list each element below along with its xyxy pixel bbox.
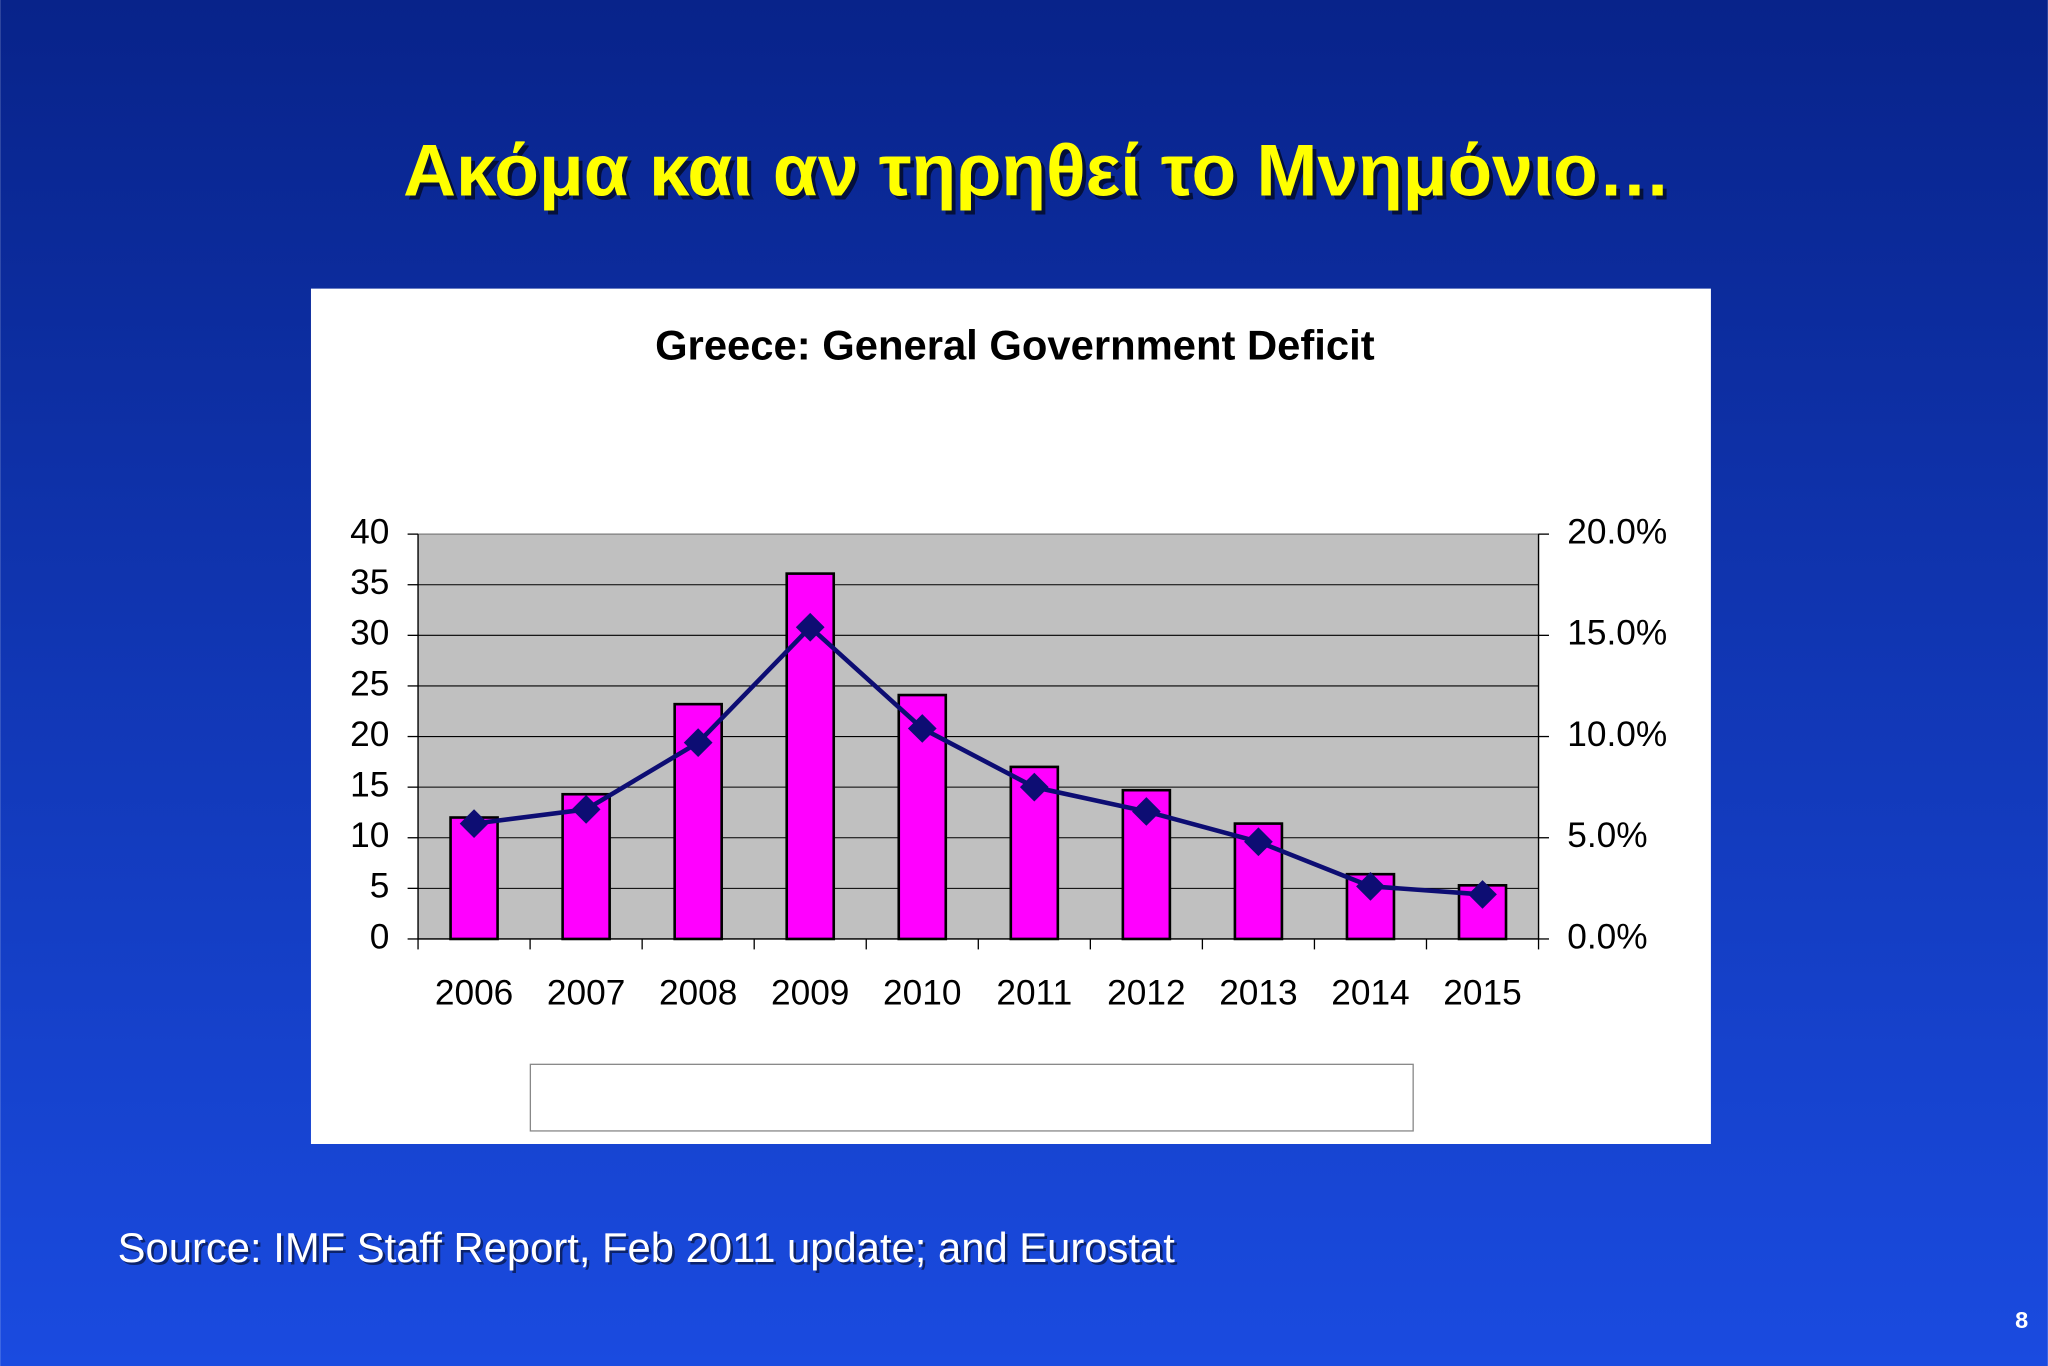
y-tick-label: 30 (350, 614, 389, 653)
x-tick-label: 2008 (659, 973, 737, 1012)
marker (1356, 871, 1385, 901)
slide-title: Ακόμα και αν τηρηθεί το Μνημόνιο… (403, 131, 1671, 212)
marker (1468, 880, 1497, 909)
y-tick-label: 15 (350, 765, 389, 804)
source: Source: IMF Staff Report, Feb 2011 updat… (118, 1224, 1176, 1271)
source-shadow: Source: IMF Staff Report, Feb 2011 updat… (120, 1227, 1178, 1274)
marker (1019, 772, 1049, 802)
y2-tick-label: 20.0% (1567, 512, 1667, 551)
line (473, 624, 1483, 897)
x-tick-label: 2012 (1107, 973, 1185, 1012)
y-tick-label: 20 (350, 715, 389, 754)
x-tick-label: 2015 (1443, 973, 1521, 1012)
x-tick-label: 2007 (547, 973, 625, 1012)
x-tick-label: 2009 (771, 973, 849, 1012)
y-tick-label: 25 (350, 664, 389, 703)
y2-tick-label: 15.0% (1567, 614, 1667, 653)
y-tick-label: 10 (350, 816, 389, 855)
y2-tick-label: 5.0% (1567, 816, 1647, 855)
chart-title: Greece: General Government Deficit (655, 322, 1375, 369)
marker (571, 795, 601, 824)
title-shadow: Ακόμα και αν τηρηθεί το Μνημόνιο… (407, 135, 1675, 216)
marker (795, 612, 825, 642)
y-tick-label: 0 (370, 917, 390, 956)
y-tick-label: 40 (350, 512, 389, 551)
y2-tick-label: 0.0% (1567, 917, 1647, 956)
x-tick-label: 2010 (883, 973, 961, 1012)
page-number: 8 (2015, 1307, 2028, 1333)
legend (529, 1063, 1414, 1132)
marker (1132, 797, 1161, 826)
x-tick-label: 2011 (996, 973, 1072, 1012)
marker (459, 809, 489, 838)
y2-tick-label: 10.0% (1567, 715, 1667, 754)
x-tick-label: 2006 (435, 973, 513, 1012)
marker (683, 728, 713, 757)
y-tick-label: 5 (370, 867, 390, 906)
x-tick-label: 2013 (1219, 973, 1297, 1012)
y-tick-label: 35 (350, 563, 389, 602)
marker (1244, 827, 1273, 857)
marker (907, 714, 937, 743)
x-tick-label: 2014 (1331, 973, 1409, 1012)
